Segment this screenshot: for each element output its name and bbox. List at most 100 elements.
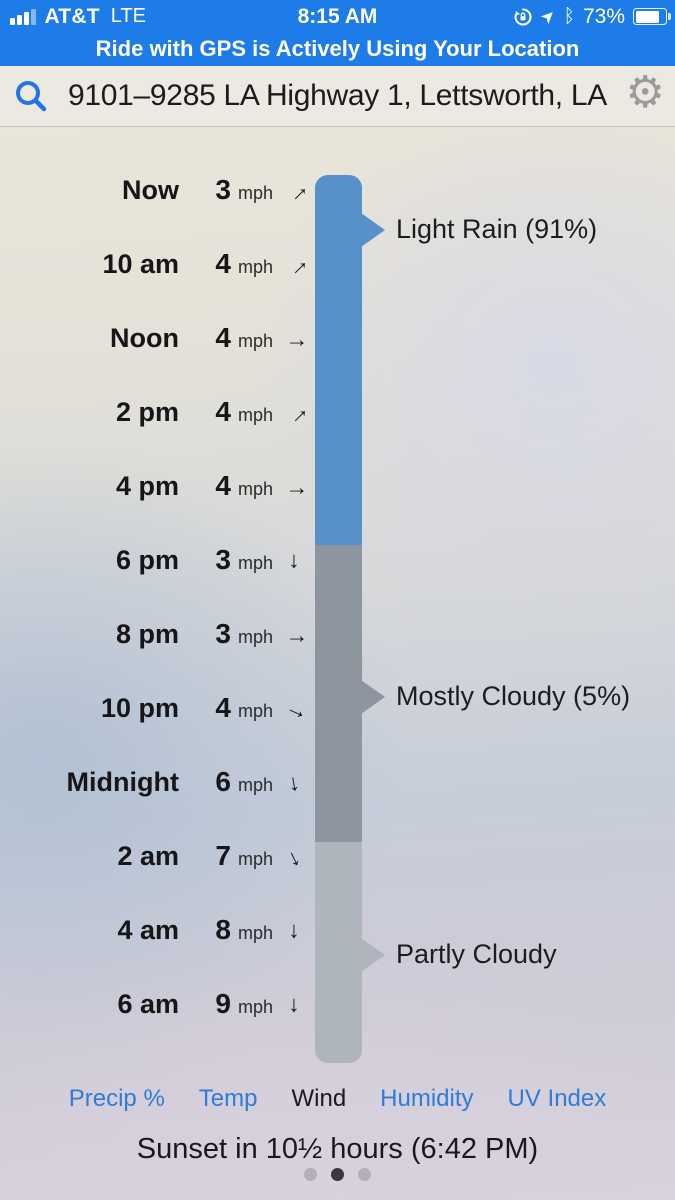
- cell-signal-icon: [10, 8, 36, 25]
- tab-temp[interactable]: Temp: [198, 1085, 258, 1112]
- network-label: LTE: [110, 5, 146, 27]
- forecast-row-midnight: Midnight 6 mph →: [0, 766, 340, 798]
- wind-unit: mph: [238, 849, 274, 869]
- time-label: 6 pm: [115, 545, 179, 575]
- conditions-bar: [315, 175, 362, 1063]
- forecast-row-6-am: 6 am 9 mph →: [0, 988, 340, 1020]
- page-indicator[interactable]: [0, 1168, 675, 1181]
- tab-wind[interactable]: Wind: [291, 1085, 347, 1112]
- wind-speed: 4: [215, 322, 231, 353]
- wind-speed: 4: [215, 470, 231, 501]
- time-label: 4 pm: [115, 471, 179, 501]
- wind-speed: 3: [215, 618, 231, 649]
- wind-unit: mph: [238, 997, 274, 1017]
- tab-uv-index[interactable]: UV Index: [507, 1085, 607, 1112]
- page-dot-2[interactable]: [358, 1168, 371, 1181]
- tab-precip-[interactable]: Precip %: [68, 1085, 165, 1112]
- forecast-row-noon: Noon 4 mph →: [0, 322, 340, 354]
- time-label: 2 pm: [115, 397, 179, 427]
- time-label: 6 am: [117, 989, 179, 1019]
- time-label: Midnight: [66, 767, 179, 797]
- condition-pointer-icon: [361, 680, 385, 714]
- search-icon[interactable]: [12, 77, 50, 115]
- forecast-row-10-am: 10 am 4 mph →: [0, 247, 340, 283]
- wind-unit: mph: [238, 331, 274, 351]
- wind-unit: mph: [238, 479, 274, 499]
- location-arrow-icon: ➤: [536, 4, 561, 29]
- wind-speed: 8: [215, 914, 231, 945]
- forecast-row-8-pm: 8 pm 3 mph →: [0, 618, 340, 650]
- page-dot-0[interactable]: [304, 1168, 317, 1181]
- bluetooth-icon: ᛒ: [563, 6, 575, 27]
- battery-icon: [633, 8, 671, 25]
- page-dot-1[interactable]: [331, 1168, 344, 1181]
- tab-humidity[interactable]: Humidity: [380, 1085, 474, 1112]
- metric-tabs: Precip % Temp Wind Humidity UV Index: [0, 1085, 675, 1113]
- wind-direction-arrow-icon: →: [279, 395, 314, 431]
- wind-direction-arrow-icon: →: [281, 692, 314, 726]
- condition-segment-2: [315, 842, 362, 1063]
- wind-speed: 4: [215, 692, 231, 723]
- forecast-row-6-pm: 6 pm 3 mph →: [0, 544, 340, 576]
- condition-segment-1: [315, 545, 362, 842]
- wind-unit: mph: [238, 257, 274, 277]
- wind-speed: 7: [215, 840, 231, 871]
- time-label: 2 am: [117, 841, 179, 871]
- wind-unit: mph: [238, 701, 274, 721]
- wind-speed: 4: [215, 396, 231, 427]
- condition-pointer-icon: [361, 938, 385, 972]
- wind-direction-arrow-icon: →: [285, 326, 309, 352]
- condition-label: Partly Cloudy: [396, 939, 557, 969]
- wind-unit: mph: [238, 775, 274, 795]
- status-right: ➤ ᛒ 73%: [513, 0, 671, 33]
- top-bars: AT&T LTE 8:15 AM ➤ ᛒ 73%: [0, 0, 675, 66]
- wind-direction-arrow-icon: →: [284, 994, 311, 1017]
- time-label: 4 am: [117, 915, 179, 945]
- wind-speed: 6: [215, 766, 231, 797]
- condition-label: Light Rain (91%): [396, 214, 598, 244]
- orientation-lock-icon: [513, 7, 533, 27]
- forecast-row-now: Now 3 mph →: [0, 173, 340, 209]
- wind-unit: mph: [238, 553, 274, 573]
- status-left: AT&T LTE: [10, 0, 146, 33]
- banner-text: Ride with GPS is Actively Using Your Loc…: [95, 36, 580, 61]
- forecast-timeline: Now 3 mph → 10 am 4 mph → Noon 4 mph → 2 pm 4 mph → 4 pm…: [0, 127, 675, 1200]
- wind-speed: 9: [215, 988, 231, 1019]
- search-bar: 9101–9285 LA Highway 1, Lettsworth, LA ⚙: [0, 66, 675, 127]
- wind-speed: 3: [215, 544, 231, 575]
- condition-pointer-icon: [361, 213, 385, 247]
- wind-direction-arrow-icon: →: [279, 173, 314, 209]
- time-label: 10 am: [102, 249, 179, 279]
- wind-speed: 4: [215, 248, 231, 279]
- settings-gear-icon[interactable]: ⚙: [625, 68, 665, 117]
- wind-direction-arrow-icon: →: [285, 622, 309, 648]
- wind-unit: mph: [238, 923, 274, 943]
- condition-segment-0: [315, 175, 362, 545]
- forecast-row-4-am: 4 am 8 mph →: [0, 914, 340, 946]
- status-time: 8:15 AM: [297, 5, 378, 28]
- forecast-row-4-pm: 4 pm 4 mph →: [0, 470, 340, 502]
- wind-unit: mph: [238, 627, 274, 647]
- time-label: 8 pm: [115, 619, 179, 649]
- address-field[interactable]: 9101–9285 LA Highway 1, Lettsworth, LA: [68, 79, 607, 112]
- time-label: Now: [122, 175, 179, 205]
- wind-direction-arrow-icon: →: [280, 841, 315, 874]
- wind-direction-arrow-icon: →: [282, 769, 313, 797]
- forecast-row-2-pm: 2 pm 4 mph →: [0, 395, 340, 431]
- wind-direction-arrow-icon: →: [285, 474, 309, 500]
- forecast-row-10-pm: 10 pm 4 mph →: [0, 692, 340, 726]
- forecast-row-2-am: 2 am 7 mph →: [0, 840, 340, 874]
- battery-percent-label: 73%: [582, 4, 625, 28]
- location-usage-banner[interactable]: Ride with GPS is Actively Using Your Loc…: [0, 33, 675, 66]
- time-label: Noon: [110, 323, 179, 353]
- status-bar: AT&T LTE 8:15 AM ➤ ᛒ 73%: [0, 0, 675, 33]
- wind-unit: mph: [238, 183, 274, 203]
- wind-direction-arrow-icon: →: [279, 247, 314, 283]
- wind-direction-arrow-icon: →: [284, 920, 311, 943]
- wind-speed: 3: [215, 174, 231, 205]
- sunset-label: Sunset in 10½ hours (6:42 PM): [136, 1133, 539, 1165]
- condition-label: Mostly Cloudy (5%): [396, 681, 631, 711]
- time-label: 10 pm: [100, 693, 179, 723]
- wind-direction-arrow-icon: →: [284, 550, 311, 573]
